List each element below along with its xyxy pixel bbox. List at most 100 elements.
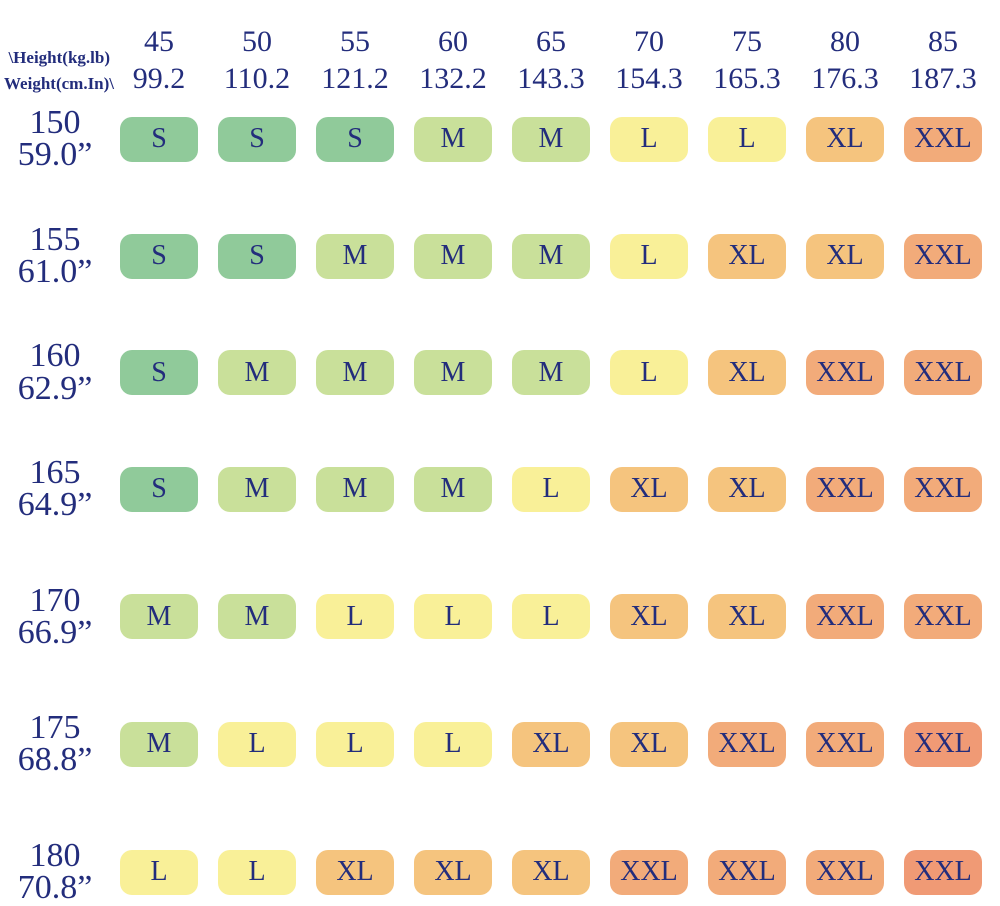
row-header-160cm: 160 62.9”: [0, 339, 110, 407]
height-cm-label: 155: [29, 220, 81, 258]
size-cell-xxl: XXL: [904, 350, 982, 396]
size-cell-wrap: XXL: [894, 116, 992, 162]
size-cell-wrap: XXL: [698, 849, 796, 895]
table-row-155cm: 155 61.0” S S M M M L XL XL XXL: [0, 220, 1000, 291]
table-row-180cm: 180 70.8” L L XL XL XL XXL XXL XXL XXL: [0, 838, 1000, 905]
size-cell-wrap: XL: [502, 849, 600, 895]
height-inch-label: 62.9”: [17, 369, 93, 407]
table-row-160cm: 160 62.9” S M M M M L XL XXL XXL: [0, 339, 1000, 407]
size-cell-l: L: [218, 721, 296, 767]
size-cell-xxl: XXL: [904, 466, 982, 512]
size-cell-m: M: [218, 350, 296, 396]
height-inch-label: 61.0”: [17, 253, 93, 291]
column-header-50kg: 50 110.2: [208, 24, 306, 97]
row-header-165cm: 165 64.9”: [0, 453, 110, 522]
size-cell-wrap: L: [600, 233, 698, 279]
size-cell-m: M: [218, 466, 296, 512]
size-cell-wrap: XXL: [894, 466, 992, 512]
row-header-150cm: 150 59.0”: [0, 106, 110, 173]
size-cell-wrap: M: [306, 233, 404, 279]
size-cell-xl: XL: [512, 849, 590, 895]
row-header-175cm: 175 68.8”: [0, 710, 110, 777]
size-cell-wrap: S: [110, 233, 208, 279]
height-cm-label: 165: [29, 453, 81, 491]
size-cell-m: M: [120, 594, 198, 640]
size-cell-xl: XL: [708, 233, 786, 279]
size-cell-m: M: [316, 350, 394, 396]
size-cell-wrap: M: [502, 233, 600, 279]
size-cell-l: L: [708, 116, 786, 162]
weight-kg-label: 75: [732, 25, 762, 58]
size-cell-wrap: M: [306, 350, 404, 396]
weight-kg-label: 50: [242, 25, 272, 58]
size-cell-xxl: XXL: [708, 849, 786, 895]
size-cell-wrap: L: [208, 721, 306, 767]
table-row-175cm: 175 68.8” M L L L XL XL XXL XXL XXL: [0, 710, 1000, 777]
size-cell-wrap: M: [502, 350, 600, 396]
size-cell-xl: XL: [610, 594, 688, 640]
height-axis-label: \Height(kg.lb): [8, 47, 110, 67]
size-cell-m: M: [414, 350, 492, 396]
table-row-165cm: 165 64.9” S M M M L XL XL XXL XXL: [0, 453, 1000, 522]
height-cm-label: 170: [29, 581, 81, 619]
size-cell-s: S: [120, 350, 198, 396]
size-cell-wrap: L: [600, 350, 698, 396]
size-cell-wrap: XXL: [894, 233, 992, 279]
size-cell-xl: XL: [610, 721, 688, 767]
size-cell-wrap: L: [600, 116, 698, 162]
size-cell-wrap: S: [110, 466, 208, 512]
size-cell-l: L: [610, 350, 688, 396]
size-cell-xxl: XXL: [904, 116, 982, 162]
size-cell-xxl: XXL: [904, 849, 982, 895]
weight-lb-label: 121.2: [321, 61, 389, 95]
size-cell-wrap: S: [208, 233, 306, 279]
size-cell-l: L: [218, 849, 296, 895]
size-cell-m: M: [120, 721, 198, 767]
size-cell-l: L: [120, 849, 198, 895]
size-cell-wrap: XXL: [894, 849, 992, 895]
size-cell-xxl: XXL: [904, 594, 982, 640]
size-cell-l: L: [316, 594, 394, 640]
weight-lb-label: 176.3: [811, 61, 879, 95]
size-cell-wrap: XXL: [600, 849, 698, 895]
size-cell-m: M: [512, 233, 590, 279]
size-cell-xxl: XXL: [806, 466, 884, 512]
size-cell-wrap: M: [110, 721, 208, 767]
size-cell-l: L: [610, 233, 688, 279]
size-cell-wrap: XXL: [796, 594, 894, 640]
weight-kg-label: 45: [144, 25, 174, 58]
weight-axis-label: Weight(cm.In)\: [4, 73, 115, 93]
size-cell-wrap: L: [698, 116, 796, 162]
size-cell-xl: XL: [806, 116, 884, 162]
weight-kg-label: 55: [340, 25, 370, 58]
size-cell-l: L: [512, 594, 590, 640]
size-cell-wrap: L: [208, 849, 306, 895]
column-header-80kg: 80 176.3: [796, 24, 894, 97]
row-header-180cm: 180 70.8”: [0, 838, 110, 905]
weight-lb-label: 110.2: [223, 61, 291, 95]
size-cell-wrap: XXL: [698, 721, 796, 767]
size-cell-wrap: S: [110, 350, 208, 396]
weight-lb-label: 143.3: [517, 61, 585, 95]
size-cell-wrap: M: [306, 466, 404, 512]
size-cell-wrap: XXL: [894, 350, 992, 396]
size-cell-s: S: [316, 116, 394, 162]
size-cell-m: M: [316, 233, 394, 279]
size-cell-l: L: [414, 721, 492, 767]
size-cell-xxl: XXL: [806, 594, 884, 640]
size-cell-wrap: XL: [600, 594, 698, 640]
size-cell-m: M: [414, 466, 492, 512]
size-cell-l: L: [414, 594, 492, 640]
weight-lb-label: 132.2: [419, 61, 487, 95]
size-cell-wrap: L: [404, 594, 502, 640]
size-cell-xl: XL: [414, 849, 492, 895]
size-cell-wrap: XL: [698, 594, 796, 640]
size-cell-wrap: XL: [698, 466, 796, 512]
size-cell-xxl: XXL: [806, 721, 884, 767]
column-header-65kg: 65 143.3: [502, 24, 600, 97]
weight-kg-label: 70: [634, 25, 664, 58]
row-header-155cm: 155 61.0”: [0, 220, 110, 291]
size-cell-wrap: M: [404, 233, 502, 279]
size-cell-wrap: XL: [600, 466, 698, 512]
size-cell-m: M: [512, 116, 590, 162]
